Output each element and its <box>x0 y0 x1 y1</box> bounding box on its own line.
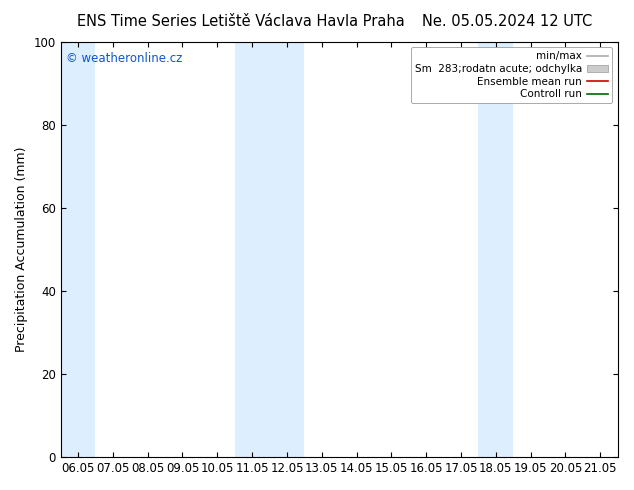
Legend: min/max, Sm  283;rodatn acute; odchylka, Ensemble mean run, Controll run: min/max, Sm 283;rodatn acute; odchylka, … <box>411 47 612 103</box>
Bar <box>235 42 304 457</box>
Text: Ne. 05.05.2024 12 UTC: Ne. 05.05.2024 12 UTC <box>422 14 592 29</box>
Text: © weatheronline.cz: © weatheronline.cz <box>66 52 183 66</box>
Y-axis label: Precipitation Accumulation (mm): Precipitation Accumulation (mm) <box>15 147 28 352</box>
Bar <box>61 42 96 457</box>
Bar <box>479 42 513 457</box>
Text: ENS Time Series Letiště Václava Havla Praha: ENS Time Series Letiště Václava Havla Pr… <box>77 14 404 29</box>
